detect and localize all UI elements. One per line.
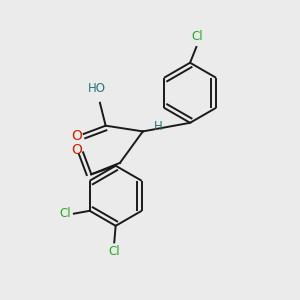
- Text: Cl: Cl: [191, 30, 203, 43]
- Text: O: O: [71, 143, 82, 157]
- Text: HO: HO: [88, 82, 106, 95]
- Text: Cl: Cl: [108, 245, 120, 258]
- Text: O: O: [71, 129, 82, 143]
- Text: H: H: [154, 120, 163, 133]
- Text: Cl: Cl: [59, 207, 71, 220]
